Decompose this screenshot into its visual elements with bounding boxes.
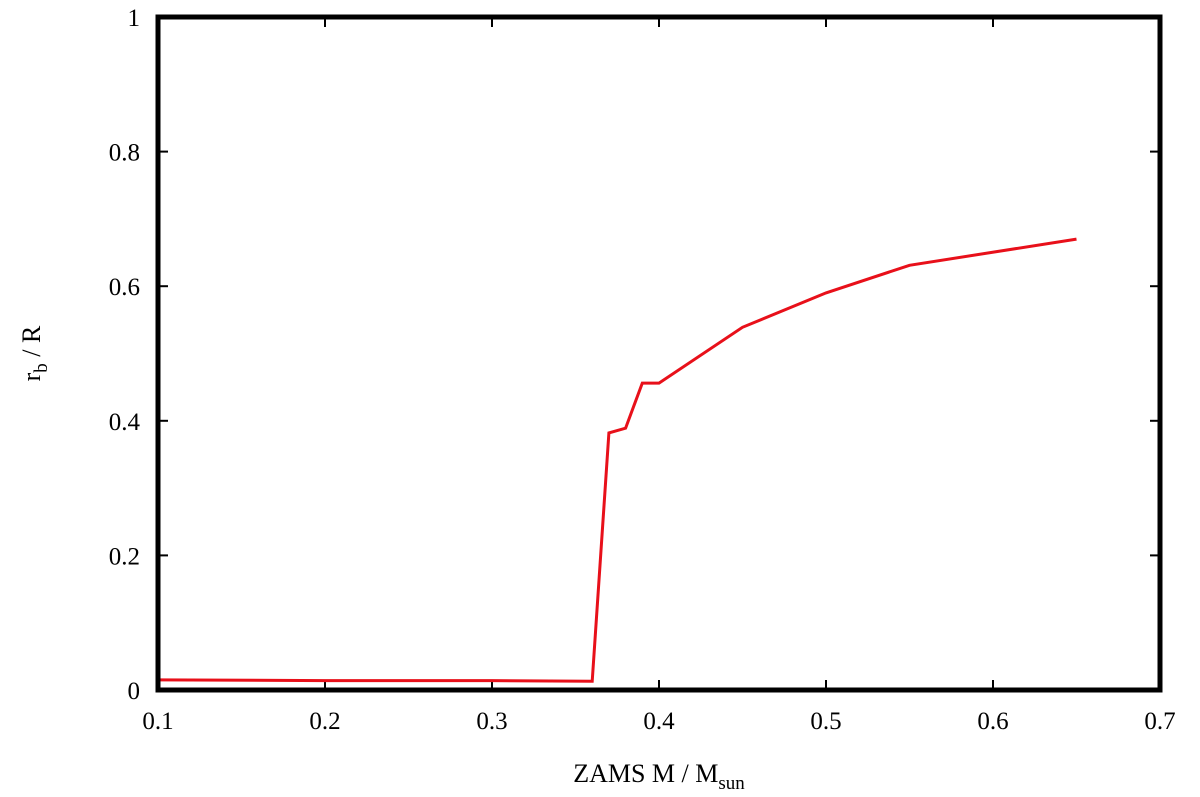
x-axis-label-subscript: sun [718,773,745,794]
x-tick-label: 0.6 [977,708,1008,735]
y-axis-label-subscript: b [31,363,52,373]
x-tick-label: 0.7 [1144,708,1175,735]
series-line-0 [157,237,1077,683]
y-tick-label: 0.6 [109,274,140,301]
x-axis-label: ZAMS M / Msun [573,759,745,794]
x-tick-label: 0.5 [810,708,841,735]
y-tick-label: 0.4 [109,409,141,436]
y-tick-labels: 0 0.2 0.4 0.6 0.8 1 [109,5,141,705]
series-group [157,237,1077,683]
x-tick-label: 0.1 [142,708,173,735]
x-tick-label: 0.3 [476,708,507,735]
x-tick-label: 0.4 [643,708,675,735]
x-tick-labels: 0.1 0.2 0.3 0.4 0.5 0.6 0.7 [142,708,1175,735]
y-axis-label-tail: / R [17,325,46,363]
x-tick-label: 0.2 [309,708,340,735]
y-tick-label: 1 [128,5,141,32]
y-tick-label: 0.8 [109,140,140,167]
y-tick-label: 0.2 [109,543,140,570]
y-axis-label: rb / R [17,325,52,381]
plot-frame [155,14,1163,693]
x-axis-label-main: ZAMS M / M [573,759,718,788]
y-tick-label: 0 [128,678,141,705]
axis-ticks [157,16,1161,691]
y-axis-label-main: r [17,372,46,381]
